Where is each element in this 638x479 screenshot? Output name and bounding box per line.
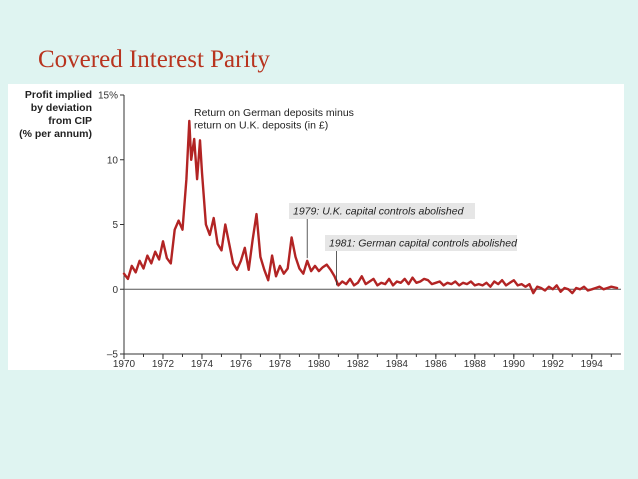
series-line: [122, 119, 619, 295]
x-tick-label: 1976: [230, 359, 253, 370]
y-tick-label: 10: [107, 155, 119, 166]
annotation-text: 1979: U.K. capital controls abolished: [293, 206, 465, 218]
chart-panel: Profit implied by deviation from CIP (% per…: [8, 84, 624, 370]
y-tick-label: 15%: [98, 91, 118, 102]
y-tick-label: –5: [107, 350, 119, 361]
x-tick-label: 1990: [503, 359, 526, 370]
x-tick-label: 1992: [542, 359, 565, 370]
y-axis-label-line: by deviation: [31, 102, 92, 114]
y-axis-ticks: –5 0 5 10 15%: [98, 91, 124, 361]
x-tick-label: 1994: [581, 359, 604, 370]
annotation-1981: 1981: German capital controls abolished: [325, 235, 518, 286]
x-tick-label: 1982: [347, 359, 370, 370]
y-axis-label-line: Profit implied: [25, 89, 92, 101]
x-tick-label: 1984: [386, 359, 409, 370]
x-tick-label: 1980: [308, 359, 331, 370]
slide-title: Covered Interest Parity: [38, 46, 270, 73]
annotation-box: [289, 203, 475, 219]
y-tick-label: 5: [112, 220, 118, 231]
y-tick-label: 0: [112, 285, 118, 296]
axes: [123, 95, 621, 355]
annotation-series-description: return on U.K. deposits (in £): [194, 120, 328, 132]
x-tick-label: 1970: [113, 359, 136, 370]
x-tick-label: 1974: [191, 359, 214, 370]
y-axis-label-line: from CIP: [48, 115, 92, 127]
x-tick-label: 1972: [152, 359, 175, 370]
x-axis-ticks: 1970 1972 1974 1976 1978 1980 1982 1984 1986 1988…: [113, 354, 612, 370]
x-tick-label: 1986: [425, 359, 448, 370]
annotation-text: 1981: German capital controls abolished: [329, 238, 518, 250]
annotation-box: [325, 235, 517, 251]
annotation-1979: 1979: U.K. capital controls abolished: [289, 203, 475, 259]
series-group: [122, 119, 619, 295]
annotation-series-description: Return on German deposits minus: [194, 107, 354, 119]
x-tick-label: 1988: [464, 359, 487, 370]
y-axis-label-line: (% per annum): [19, 128, 92, 140]
x-tick-label: 1978: [269, 359, 292, 370]
